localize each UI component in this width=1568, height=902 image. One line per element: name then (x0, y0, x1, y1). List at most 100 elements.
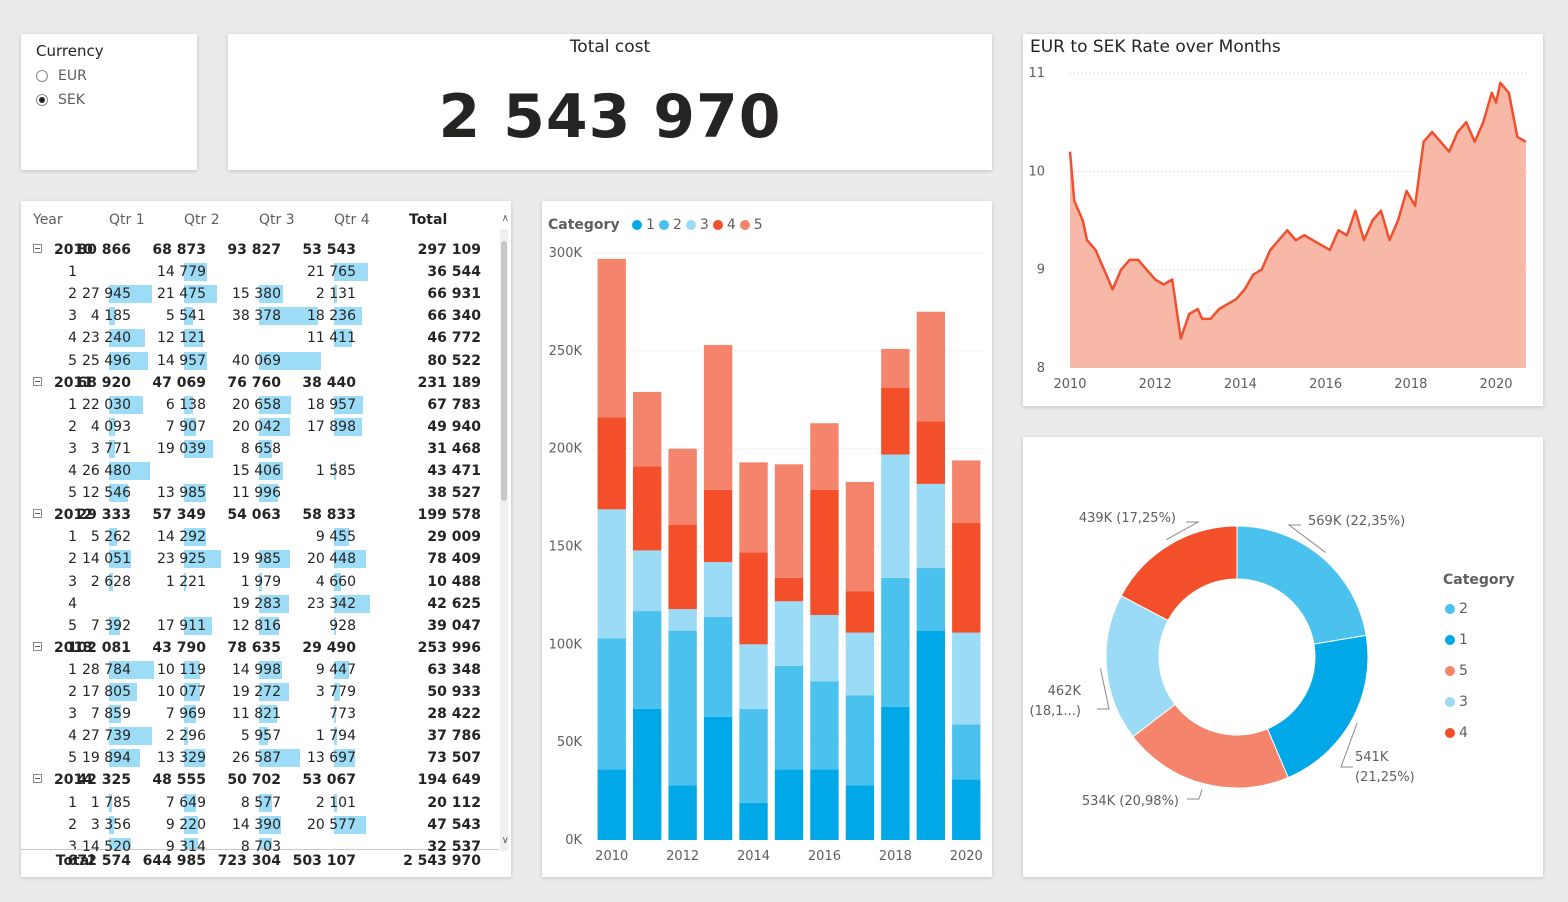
bar-segment-4 (633, 466, 662, 551)
row-label: 3 (68, 838, 77, 855)
matrix-cell: 26 480 (58, 460, 150, 482)
bar-segment-2 (774, 665, 804, 770)
legend-dot (658, 220, 669, 230)
table-row: 5 19 894 13 329 26 587 13 697 73 507 (21, 747, 499, 769)
legend-item-label[interactable]: 3 (699, 217, 709, 233)
data-label-value: 462K (1048, 684, 1082, 699)
cell-value: 23 925 (157, 551, 206, 568)
bar-segment-5 (952, 460, 981, 524)
matrix-cell (58, 261, 131, 283)
scroll-down-icon[interactable]: ∨ (501, 835, 509, 846)
cell-value: 14 390 (232, 816, 281, 833)
cell-value: 14 292 (157, 529, 206, 546)
bar-segment-1 (703, 716, 733, 840)
column-legend: Category 1 2 3 4 5 (548, 217, 763, 233)
collapse-icon[interactable] (33, 641, 42, 651)
cell-value: 9 455 (315, 529, 356, 546)
data-bar (184, 484, 206, 503)
cell-value: 5 262 (90, 529, 131, 546)
slicer-option-eur[interactable]: EUR (36, 68, 87, 84)
matrix-cell: 15 406 (208, 460, 283, 482)
table-row: 2013 102 081 43 790 78 635 29 490 253 996 (21, 637, 499, 659)
matrix-cell: 503 107 (283, 850, 356, 872)
cell-value: 66 340 (427, 308, 481, 325)
data-bar (184, 793, 196, 812)
collapse-icon[interactable] (33, 244, 42, 253)
data-bar (259, 594, 289, 613)
row-label: 2 (68, 286, 77, 303)
leader-line (1166, 521, 1200, 541)
bar-segment-1 (916, 630, 945, 840)
row-label: 1 (68, 529, 77, 546)
matrix-cell: 80 866 (58, 239, 131, 261)
radio-eur[interactable] (36, 70, 48, 82)
bar-segment-2 (703, 616, 733, 717)
bar-segment-5 (739, 462, 768, 553)
bar-segment-1 (845, 785, 875, 840)
bar-segment-4 (952, 523, 981, 633)
bar-segment-5 (916, 311, 945, 422)
matrix-cell: 2 131 (283, 283, 356, 305)
matrix-cell: 22 030 (58, 394, 143, 416)
legend-item-label[interactable]: 5 (753, 217, 763, 233)
y-tick-label: 50K (557, 735, 583, 750)
matrix-cell: 17 911 (133, 615, 212, 637)
slicer-option-sek[interactable]: SEK (36, 92, 85, 108)
legend-item-label[interactable]: 4 (726, 217, 736, 233)
bar-segment-2 (739, 708, 768, 803)
cell-value: 7 392 (90, 617, 131, 634)
matrix-header[interactable]: Year (33, 212, 63, 228)
cell-value: 19 272 (232, 684, 281, 700)
table-row: 2012 29 333 57 349 54 063 58 833 199 578 (21, 504, 499, 526)
data-bar (184, 749, 205, 768)
matrix-cell: 19 894 (58, 747, 140, 769)
matrix-header[interactable]: Qtr 2 (184, 212, 220, 228)
cell-value: 672 574 (67, 853, 131, 869)
cell-value: 11 821 (232, 706, 281, 723)
data-bar (109, 351, 148, 370)
cell-value: 26 480 (82, 463, 131, 479)
scroll-thumb[interactable] (501, 241, 507, 501)
collapse-icon[interactable] (33, 774, 42, 784)
cell-value: 58 833 (302, 507, 356, 524)
legend-item[interactable]: 4 (1443, 718, 1515, 749)
matrix-cell: 93 827 (208, 239, 281, 261)
matrix-cell: 36 544 (401, 261, 481, 283)
legend-item-label[interactable]: 1 (646, 217, 655, 233)
row-label: 4 (68, 595, 77, 612)
row-label: 5 (68, 617, 77, 634)
legend-item[interactable]: 3 (1443, 687, 1515, 718)
matrix-cell: 78 409 (401, 548, 481, 570)
matrix-header[interactable]: Qtr 4 (334, 212, 370, 228)
legend-item[interactable]: 2 (1443, 594, 1515, 625)
scroll-up-icon[interactable]: ∧ (501, 213, 509, 224)
table-row: 2014 42 325 48 555 50 702 53 067 194 649 (21, 769, 499, 791)
matrix-cell: 194 649 (401, 769, 481, 791)
data-bar (259, 793, 272, 812)
cell-value: 38 378 (232, 308, 281, 325)
radio-sek[interactable] (36, 94, 48, 106)
cell-value: 17 805 (82, 684, 131, 700)
legend-item[interactable]: 5 (1443, 656, 1515, 687)
matrix-header[interactable]: Qtr 3 (259, 212, 295, 228)
bar-segment-3 (845, 632, 875, 696)
matrix-header[interactable]: Total (409, 212, 448, 228)
bar-segment-4 (916, 421, 945, 484)
legend-item-label: 5 (1459, 663, 1468, 679)
matrix-cell: 3 771 (58, 438, 131, 460)
cell-value: 19 985 (232, 551, 281, 568)
table-row: 4 19 283 23 342 42 625 (21, 593, 499, 615)
matrix-header[interactable]: Qtr 1 (109, 212, 145, 228)
cell-value: 9 447 (315, 661, 356, 678)
cell-value: 14 998 (232, 661, 281, 678)
cell-value: 8 658 (240, 440, 281, 457)
collapse-icon[interactable] (33, 509, 42, 519)
table-row: 4 26 480 15 406 1 585 43 471 (21, 460, 499, 482)
cell-value: 10 077 (157, 684, 206, 700)
legend-item-label[interactable]: 2 (672, 217, 682, 233)
bar-segment-3 (810, 614, 839, 682)
matrix-scrollbar[interactable] (500, 229, 508, 851)
data-label: 569K (22,35%) (1308, 514, 1405, 529)
legend-item[interactable]: 1 (1443, 625, 1515, 656)
collapse-icon[interactable] (33, 376, 42, 386)
